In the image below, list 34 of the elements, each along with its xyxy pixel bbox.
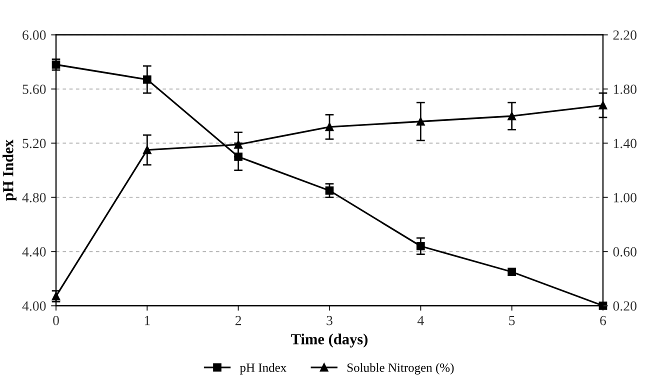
point [234, 140, 243, 149]
y2-tick-label: 1.80 [614, 84, 636, 94]
y2-tick-label: 1.00 [614, 192, 636, 202]
y2-tick-label: 0.60 [613, 247, 636, 257]
legend-label: pH Index [240, 363, 286, 374]
point [508, 268, 516, 276]
point [143, 75, 152, 84]
x-tick-label: 0 [53, 316, 59, 326]
y-tick-label: 4.00 [22, 301, 46, 311]
x-tick-label: 6 [600, 316, 606, 326]
y-tick-label: 5.20 [22, 138, 46, 148]
y2-tick-label: 0.20 [613, 301, 636, 311]
point [598, 101, 608, 110]
point [508, 112, 516, 120]
point [325, 122, 334, 132]
point [416, 117, 425, 126]
x-tick-label: 2 [235, 316, 242, 326]
x-axis-title: Time (days) [291, 334, 368, 348]
y-tick-label: 4.80 [22, 192, 46, 202]
y-axis-title: pH Index [2, 140, 16, 201]
point [52, 292, 60, 300]
x-tick-label: 4 [417, 316, 424, 326]
point [416, 242, 425, 250]
x-tick-label: 3 [326, 316, 332, 326]
x-tick-label: 1 [144, 316, 150, 326]
y-tick-label: 4.40 [22, 247, 46, 257]
y-tick-label: 5.60 [22, 84, 46, 94]
legend-label: Soluble Nitrogen (%) [347, 363, 454, 374]
y2-tick-label: 1.40 [614, 138, 636, 148]
x-tick-label: 5 [509, 316, 515, 326]
y-tick-label: 6.00 [22, 30, 46, 40]
point [143, 146, 152, 154]
point [325, 186, 334, 195]
y2-tick-label: 2.20 [613, 30, 636, 40]
